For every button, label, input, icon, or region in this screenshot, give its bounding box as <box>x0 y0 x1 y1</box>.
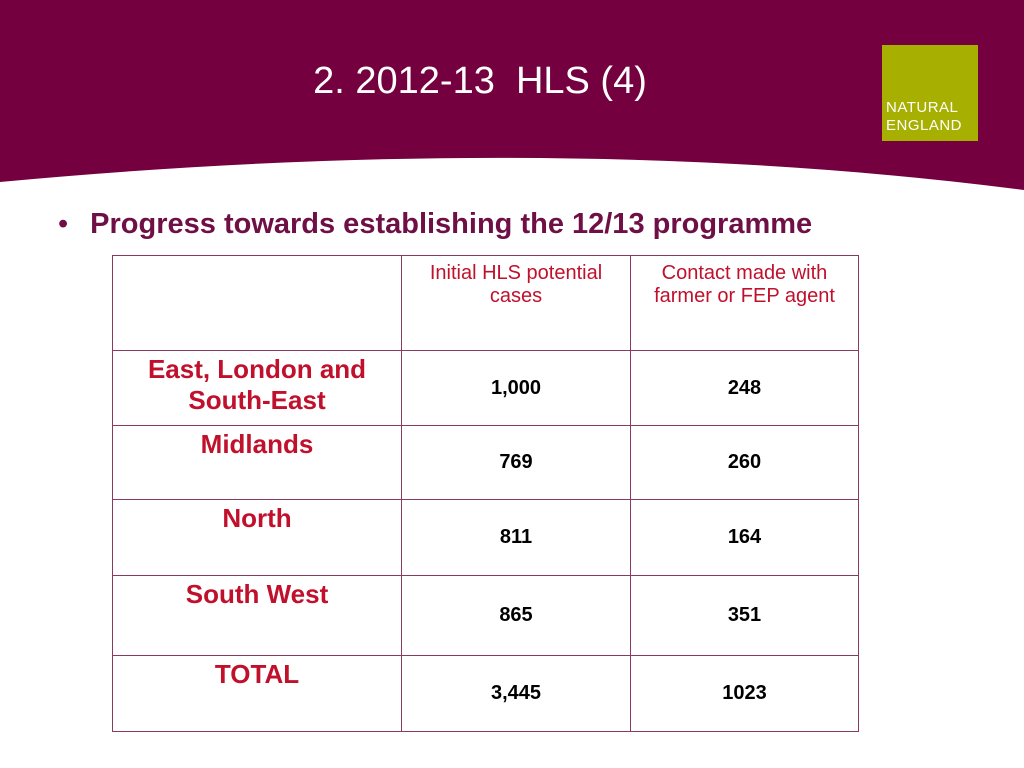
value-cell: 811 <box>401 499 631 576</box>
value-cell: 260 <box>630 425 859 500</box>
header-row: Initial HLS potential cases Contact made … <box>112 255 859 351</box>
region-cell: Midlands <box>112 425 402 500</box>
region-cell: South West <box>112 575 402 656</box>
table-row: South West 865 351 <box>112 575 859 656</box>
value-cell: 1023 <box>630 655 859 732</box>
logo: NATURAL ENGLAND <box>882 45 978 141</box>
value-cell: 865 <box>401 575 631 656</box>
header-band <box>0 0 1024 190</box>
header-cell <box>112 255 402 351</box>
table: Initial HLS potential cases Contact made … <box>112 255 859 732</box>
slide-title: 2. 2012-13 HLS (4) <box>313 60 647 102</box>
table-row: North 811 164 <box>112 499 859 576</box>
table-row: TOTAL 3,445 1023 <box>112 655 859 732</box>
value-cell: 164 <box>630 499 859 576</box>
value-cell: 769 <box>401 425 631 500</box>
header-shape <box>0 0 1024 190</box>
region-cell: TOTAL <box>112 655 402 732</box>
bullet-text: Progress towards establishing the 12/13 … <box>90 208 813 240</box>
bullet-dot: • <box>58 208 69 240</box>
region-cell: East, London and South-East <box>112 350 402 426</box>
region-cell: North <box>112 499 402 576</box>
value-cell: 1,000 <box>401 350 631 426</box>
header-cell: Contact made with farmer or FEP agent <box>630 255 859 351</box>
logo-text: ENGLAND <box>886 117 963 134</box>
bullet: • Progress towards establishing the 12/13… <box>58 208 812 241</box>
table-row: Midlands 769 260 <box>112 425 859 500</box>
value-cell: 351 <box>630 575 859 656</box>
logo-text: NATURAL <box>886 99 959 116</box>
value-cell: 3,445 <box>401 655 631 732</box>
table-row: East, London and South-East 1,000 248 <box>112 350 859 426</box>
value-cell: 248 <box>630 350 859 426</box>
header-cell: Initial HLS potential cases <box>401 255 631 351</box>
